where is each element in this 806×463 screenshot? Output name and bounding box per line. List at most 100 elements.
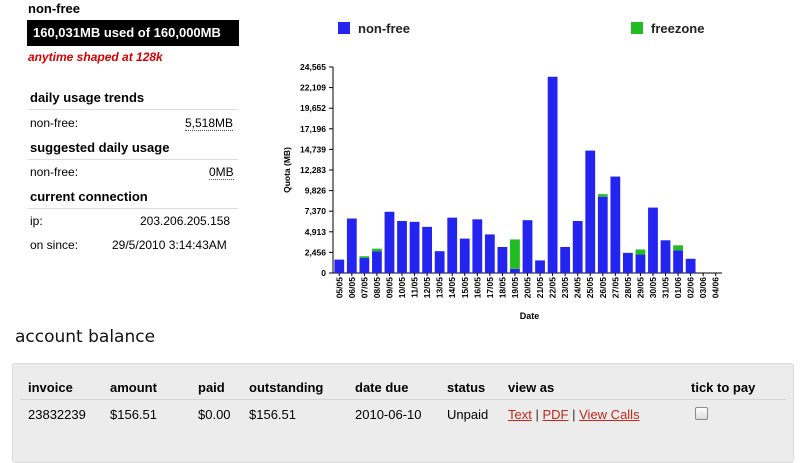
legend-swatch-non-free	[338, 22, 350, 34]
bar-non-free-18/05	[497, 247, 508, 273]
view-text-link[interactable]: Text	[508, 407, 532, 422]
bar-non-free-05/05	[334, 259, 345, 273]
x-tick-label: 30/05	[648, 277, 658, 299]
bar-non-free-07/05	[359, 257, 370, 273]
header-divider	[20, 399, 786, 400]
bar-non-free-15/05	[459, 238, 470, 273]
x-tick-label: 04/06	[711, 277, 721, 299]
amount-value: $156.51	[110, 407, 157, 422]
x-tick-label: 27/05	[610, 277, 620, 299]
plan-title: non-free	[28, 1, 80, 16]
x-tick-label: 21/05	[535, 277, 545, 299]
divider	[28, 208, 238, 209]
bar-non-free-23/05	[560, 247, 571, 273]
ip-value: 203.206.205.158	[140, 214, 231, 228]
x-tick-label: 28/05	[623, 277, 633, 299]
view-pdf-link[interactable]: PDF	[542, 407, 569, 422]
bar-non-free-11/05	[409, 221, 420, 273]
x-tick-label: 07/05	[359, 277, 369, 299]
x-tick-label: 02/06	[686, 277, 696, 299]
connection-heading: current connection	[30, 189, 148, 204]
bar-non-free-21/05	[535, 260, 545, 273]
bar-non-free-26/05	[597, 196, 608, 273]
divider	[28, 109, 238, 110]
y-tick-label: 7,370	[305, 206, 327, 216]
bar-freezone-29/05	[635, 249, 646, 255]
ip-label: ip:	[30, 214, 43, 228]
y-tick-label: 9,826	[305, 186, 327, 196]
x-tick-label: 31/05	[661, 277, 671, 299]
link-separator: |	[572, 407, 576, 422]
bar-non-free-30/05	[648, 207, 658, 273]
x-tick-label: 22/05	[548, 277, 558, 299]
col-tick-to-pay: tick to pay	[691, 380, 756, 395]
col-invoice: invoice	[28, 380, 73, 395]
x-tick-label: 17/05	[485, 277, 495, 299]
bar-non-free-10/05	[397, 221, 407, 273]
bar-non-free-31/05	[660, 240, 671, 273]
legend-swatch-freezone	[631, 22, 643, 34]
bar-non-free-19/05	[510, 268, 520, 273]
x-tick-label: 20/05	[523, 277, 533, 299]
bar-non-free-01/06	[673, 250, 683, 273]
y-axis-title: Quota (MB)	[282, 147, 292, 193]
bar-freezone-08/05	[372, 248, 382, 252]
x-tick-label: 09/05	[384, 277, 394, 299]
status-value: Unpaid	[447, 407, 489, 422]
x-tick-label: 08/05	[372, 277, 382, 299]
bar-non-free-22/05	[547, 76, 558, 273]
since-label: on since:	[30, 238, 79, 252]
col-status: status	[447, 380, 486, 395]
bar-non-free-14/05	[447, 217, 458, 273]
x-tick-label: 15/05	[460, 277, 470, 299]
suggested-label: non-free:	[30, 165, 79, 179]
x-tick-label: 12/05	[422, 277, 432, 299]
y-tick-label: 19,652	[300, 103, 326, 113]
x-tick-label: 24/05	[573, 277, 583, 299]
legend-label-non-free: non-free	[358, 21, 410, 36]
bar-non-free-06/05	[346, 218, 357, 273]
legend-label-freezone: freezone	[651, 21, 704, 36]
paid-value: $0.00	[198, 407, 231, 422]
x-tick-label: 23/05	[560, 277, 570, 299]
y-tick-label: 14,739	[300, 144, 326, 154]
invoice-number: 23832239	[28, 407, 86, 422]
bar-freezone-19/05	[510, 239, 520, 269]
view-calls-link[interactable]: View Calls	[579, 407, 640, 422]
link-separator: |	[535, 407, 539, 422]
x-tick-label: 01/06	[673, 277, 683, 299]
x-tick-label: 25/05	[585, 277, 595, 299]
balance-panel	[12, 363, 794, 463]
x-tick-label: 05/05	[334, 277, 344, 299]
x-tick-label: 10/05	[397, 277, 407, 299]
bar-non-free-27/05	[610, 176, 621, 273]
col-amount: amount	[110, 380, 157, 395]
daily-trends-label: non-free:	[30, 116, 79, 130]
since-value: 29/5/2010 3:14:43AM	[112, 238, 227, 252]
x-tick-label: 14/05	[447, 277, 457, 299]
bar-non-free-24/05	[572, 221, 583, 273]
bar-freezone-26/05	[597, 194, 608, 197]
bar-non-free-20/05	[522, 220, 533, 273]
y-tick-label: 12,283	[300, 165, 326, 175]
y-tick-label: 2,456	[305, 247, 327, 257]
suggested-value: 0MB	[209, 165, 234, 180]
date-due-value: 2010-06-10	[355, 407, 422, 422]
bar-freezone-01/06	[673, 245, 683, 251]
col-paid: paid	[198, 380, 225, 395]
daily-trends-heading: daily usage trends	[30, 90, 145, 105]
account-balance-title: account balance	[15, 327, 156, 347]
x-tick-label: 26/05	[598, 277, 608, 299]
bar-non-free-02/06	[685, 258, 696, 273]
pay-checkbox[interactable]	[695, 407, 708, 420]
y-tick-label: 22,109	[300, 83, 326, 93]
x-tick-label: 06/05	[347, 277, 357, 299]
bar-non-free-08/05	[372, 251, 382, 273]
divider	[28, 159, 238, 160]
x-tick-label: 16/05	[472, 277, 482, 299]
bar-non-free-28/05	[622, 252, 633, 273]
shaping-notice: anytime shaped at 128k	[28, 50, 163, 64]
y-tick-label: 0	[321, 268, 326, 278]
x-tick-label: 11/05	[410, 277, 420, 298]
bar-non-free-25/05	[585, 150, 596, 273]
